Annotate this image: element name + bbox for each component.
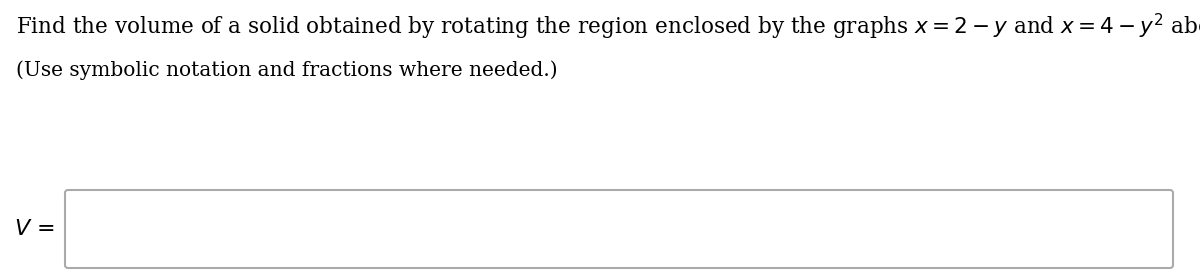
Text: $V$ =: $V$ = (14, 218, 55, 240)
Text: Find the volume of a solid obtained by rotating the region enclosed by the graph: Find the volume of a solid obtained by r… (16, 12, 1200, 42)
FancyBboxPatch shape (65, 190, 1174, 268)
Text: (Use symbolic notation and fractions where needed.): (Use symbolic notation and fractions whe… (16, 60, 557, 80)
